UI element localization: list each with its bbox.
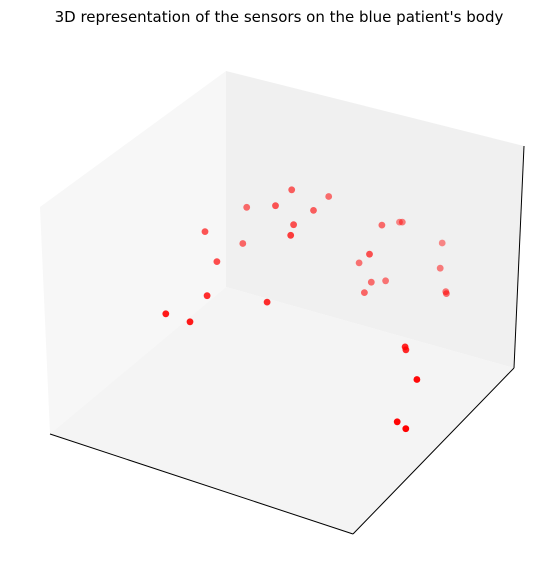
axes-panes <box>40 71 524 534</box>
scatter-point <box>378 221 386 229</box>
scatter-point <box>393 418 401 426</box>
scatter-point <box>396 218 403 226</box>
scatter-point <box>355 259 363 267</box>
scatter-point <box>239 240 247 247</box>
y-axis-line <box>352 367 515 535</box>
scatter-point <box>366 250 373 258</box>
scatter-point <box>288 186 296 194</box>
x-axis-line <box>49 433 354 535</box>
scatter-point <box>272 202 279 210</box>
scatter-point <box>162 310 170 318</box>
scatter-points <box>162 186 450 433</box>
scatter-point <box>382 277 389 285</box>
left-pane <box>40 71 226 434</box>
scatter-point <box>398 218 406 226</box>
scatter-point <box>263 298 271 306</box>
scatter-point <box>436 264 444 272</box>
axis-lines <box>49 145 525 535</box>
scatter-point <box>361 289 368 296</box>
scatter-point <box>201 228 209 236</box>
scatter-point <box>442 288 450 296</box>
z-axis-line <box>513 145 525 369</box>
scatter-point <box>402 346 410 354</box>
scatter-point <box>213 258 221 265</box>
scatter-point <box>243 203 251 211</box>
chart-title: 3D representation of the sensors on the … <box>55 8 504 26</box>
scatter-point <box>402 425 410 433</box>
scatter-point <box>290 221 297 229</box>
scatter-point <box>287 231 295 239</box>
scatter-point <box>413 376 421 383</box>
scatter-point <box>203 292 211 300</box>
scatter-point <box>186 318 194 326</box>
scatter-point <box>310 207 317 214</box>
scatter-point <box>367 278 375 286</box>
scatter-point <box>325 193 333 200</box>
scatter-point <box>438 239 446 247</box>
